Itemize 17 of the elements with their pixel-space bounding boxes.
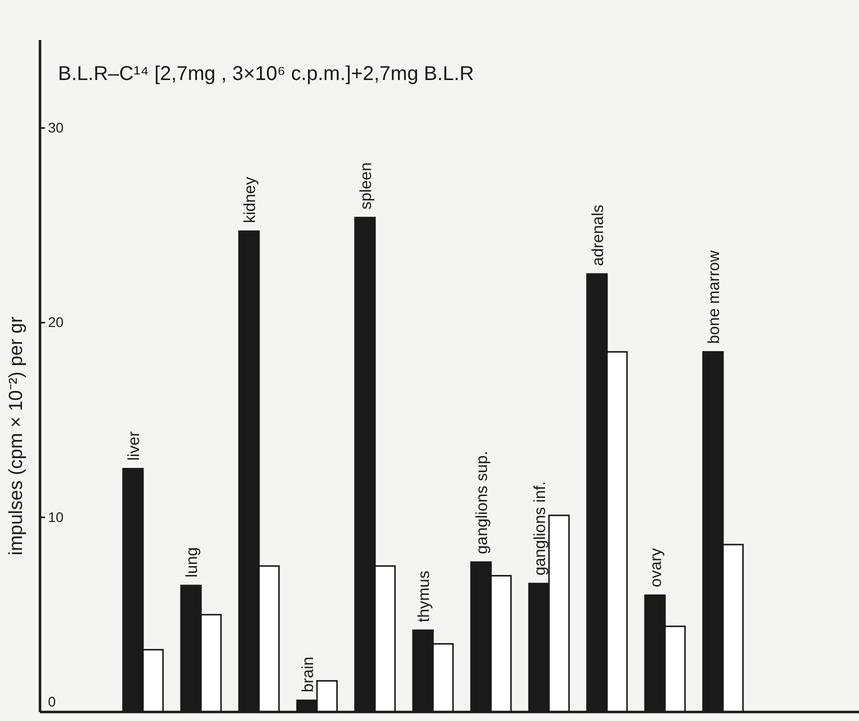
x-tick-label: bone marrow (706, 250, 723, 344)
y-axis-title: impulses (cpm × 10⁻²) per gr (6, 316, 27, 556)
x-tick-label: kidney (242, 176, 259, 224)
y-tick-label: 20 (48, 314, 64, 330)
x-tick-label: spleen (358, 162, 375, 210)
chart-title: B.L.R–C¹⁴ [2,7mg , 3×10⁶ c.p.m.]+2,7mg B.L.R (58, 63, 474, 85)
x-tick-label: brain (300, 656, 317, 692)
y-tick-label: 10 (48, 508, 64, 525)
y-tick-label: 0 (48, 693, 56, 710)
x-tick-label: liver (126, 430, 143, 461)
x-tick-label: ganglions sup. (474, 450, 491, 554)
x-tick-label: ganglions inf. (532, 481, 549, 576)
x-tick-label: adrenals (590, 204, 607, 266)
x-tick-label: ovary (648, 548, 665, 588)
x-tick-label: lung (184, 547, 201, 578)
x-tick-label: thymus (416, 570, 433, 622)
y-tick-label: 30 (48, 119, 64, 136)
